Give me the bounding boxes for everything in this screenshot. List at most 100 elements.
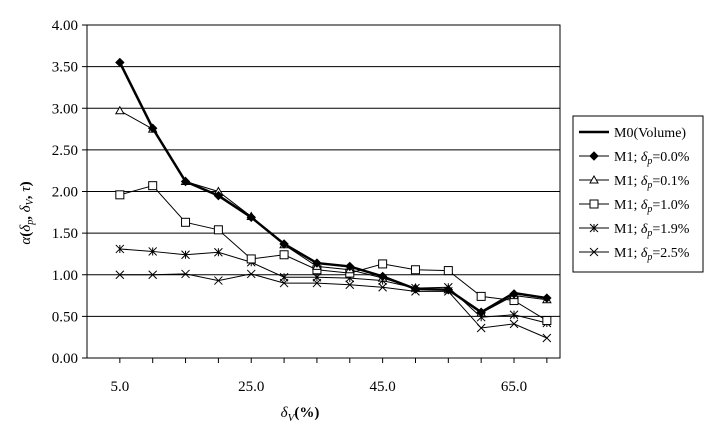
axis-ticks: 0.00 0.50 1.00 1.50 2.00 2.50 3.00 3.50 4.00 5.0 2… xyxy=(52,18,548,395)
x-tick-label: 45.0 xyxy=(370,379,396,395)
series-2 xyxy=(114,105,552,317)
x-axis-label-subscript: V xyxy=(288,412,296,424)
data-point xyxy=(443,266,453,276)
y-axis-label: α(δp, δV, τ) xyxy=(18,181,36,244)
legend-swatch-marker xyxy=(589,151,599,161)
series-line xyxy=(119,273,548,339)
y-axis-label-comma-2: , xyxy=(18,192,34,200)
data-point xyxy=(181,217,191,227)
x-tick-label: 25.0 xyxy=(238,379,264,395)
legend-label-prefix: M1; xyxy=(614,150,641,165)
legend-item: M0(Volume) xyxy=(579,126,686,141)
y-axis-label-delta-p: δ xyxy=(18,224,34,232)
y-axis-label-close-paren: ) xyxy=(18,181,34,186)
data-point xyxy=(378,259,388,269)
data-point xyxy=(246,254,256,264)
series-lines xyxy=(114,57,552,343)
legend-swatch-marker xyxy=(589,247,599,257)
data-point xyxy=(114,105,125,115)
y-axis-label-delta-v: δ xyxy=(18,204,34,212)
legend-label-prefix: M0(Volume) xyxy=(614,126,686,141)
legend-label-prefix: M1; xyxy=(614,174,641,189)
legend: M0(Volume)M1; δp=0.0%M1; δp=0.1%M1; δp=1… xyxy=(572,115,704,273)
legend-item: M1; δp=1.9% xyxy=(579,222,690,239)
y-axis-label-alpha: α xyxy=(18,236,34,245)
series-line xyxy=(118,61,548,314)
y-tick-label: 3.00 xyxy=(52,101,78,117)
data-point xyxy=(214,247,223,257)
legend-label-suffix: =0.0% xyxy=(652,150,689,165)
legend-label-symbol: δ xyxy=(641,246,648,261)
legend-label: M1; δp=1.0% xyxy=(614,198,690,215)
series-line xyxy=(119,110,547,314)
y-tick-label: 0.00 xyxy=(52,351,78,367)
data-point xyxy=(509,319,519,329)
data-point xyxy=(476,291,486,301)
legend-label-suffix: =1.9% xyxy=(652,222,689,237)
y-axis-label-tau: τ xyxy=(18,186,34,192)
legend-label-suffix: =1.0% xyxy=(652,198,689,213)
data-point xyxy=(214,276,223,285)
x-axis-label: δV(%) xyxy=(281,405,320,424)
legend-label-suffix: =0.1% xyxy=(652,174,689,189)
legend-item: M1; δp=2.5% xyxy=(579,246,690,263)
legend-label-suffix: =2.5% xyxy=(652,246,689,261)
data-point xyxy=(279,250,289,260)
data-point xyxy=(115,190,125,200)
data-point xyxy=(148,270,158,280)
series-line xyxy=(119,248,547,324)
legend-box xyxy=(572,115,704,273)
y-axis-label-sub-v: V xyxy=(25,197,36,205)
legend-label-subscript: p xyxy=(646,156,652,167)
legend-label-symbol: δ xyxy=(641,150,648,165)
data-point xyxy=(542,316,552,326)
series-line xyxy=(119,185,548,321)
legend-label: M0(Volume) xyxy=(614,126,686,141)
data-point xyxy=(115,244,125,254)
legend-label: M1; δp=2.5% xyxy=(614,246,690,263)
y-tick-label: 3.50 xyxy=(52,60,78,76)
data-point xyxy=(410,265,420,275)
data-point xyxy=(378,282,387,292)
series-3 xyxy=(115,181,552,326)
legend-label-prefix: M1; xyxy=(614,198,641,213)
x-tick-label: 5.0 xyxy=(110,379,129,395)
y-axis-label-open-paren: ( xyxy=(18,232,34,237)
y-tick-label: 4.00 xyxy=(52,18,78,34)
data-point xyxy=(148,247,158,256)
y-tick-label: 2.00 xyxy=(52,185,78,201)
y-tick-label: 2.50 xyxy=(52,143,78,159)
legend-swatch-marker xyxy=(589,199,599,209)
legend-label-subscript: p xyxy=(646,228,652,239)
data-point xyxy=(181,250,190,260)
y-tick-label: 1.50 xyxy=(52,226,78,242)
x-tick-label: 65.0 xyxy=(501,379,527,395)
y-axis-label-comma-1: , xyxy=(18,212,34,220)
legend-label-prefix: M1; xyxy=(614,222,641,237)
legend-swatch-marker xyxy=(589,223,599,233)
legend-label-subscript: p xyxy=(646,204,652,215)
data-point xyxy=(476,323,486,333)
data-point xyxy=(181,269,190,279)
data-point xyxy=(213,225,223,235)
legend-item: M1; δp=0.1% xyxy=(579,174,690,191)
legend-label: M1; δp=0.1% xyxy=(614,174,690,191)
data-point xyxy=(509,310,519,320)
legend-item: M1; δp=1.0% xyxy=(579,198,690,215)
series-0 xyxy=(118,61,548,314)
data-point xyxy=(115,270,125,280)
x-axis-label-unit: (%) xyxy=(294,405,319,421)
y-axis-label-sub-p: p xyxy=(25,220,36,226)
data-point xyxy=(312,272,322,282)
legend-label: M1; δp=0.0% xyxy=(614,150,690,167)
data-point xyxy=(148,181,158,191)
data-point xyxy=(345,280,355,290)
legend-items: M0(Volume)M1; δp=0.0%M1; δp=0.1%M1; δp=1… xyxy=(579,126,690,263)
legend-label-prefix: M1; xyxy=(614,246,641,261)
legend-label-subscript: p xyxy=(646,180,652,191)
data-point xyxy=(542,333,552,343)
legend-label-symbol: δ xyxy=(641,174,648,189)
legend-label: M1; δp=1.9% xyxy=(614,222,690,239)
legend-label-symbol: δ xyxy=(641,222,648,237)
